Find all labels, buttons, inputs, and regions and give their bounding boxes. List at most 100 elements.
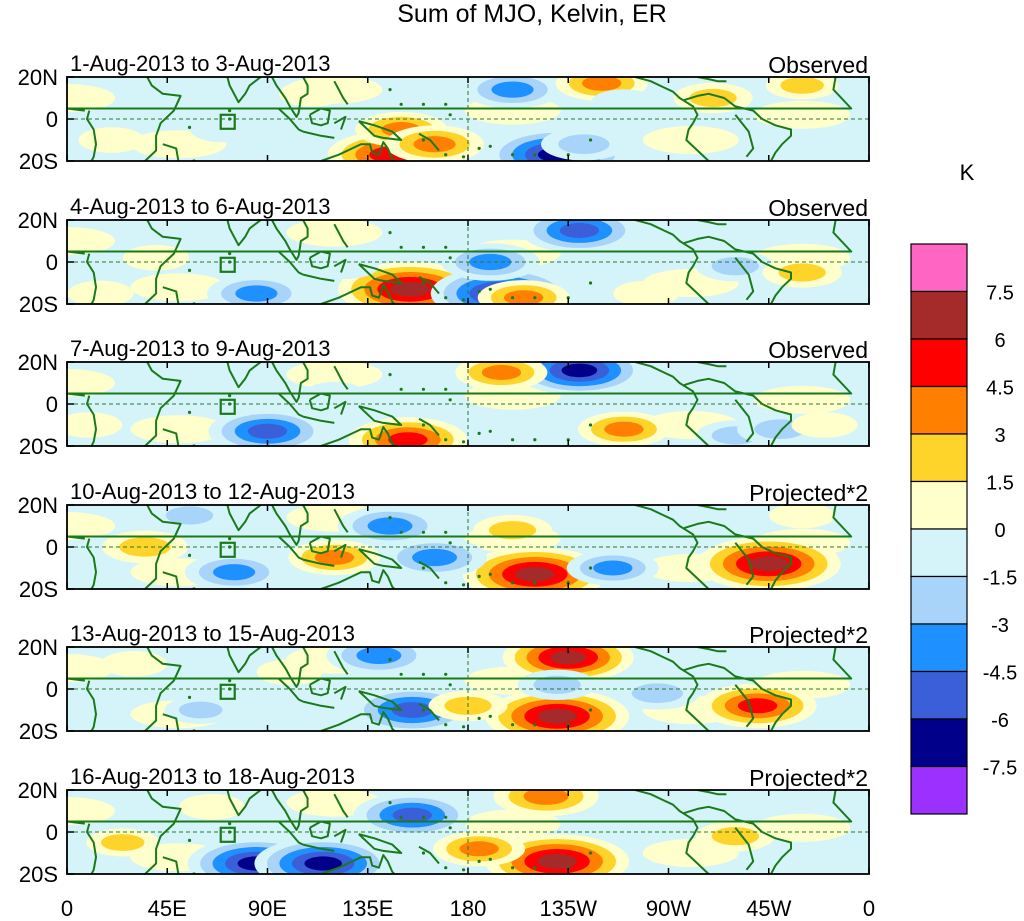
colorbar-swatch <box>910 765 968 815</box>
island <box>421 102 426 106</box>
coastline <box>271 77 309 118</box>
coastline <box>162 143 180 161</box>
coastline <box>697 362 727 368</box>
island <box>488 857 492 861</box>
island <box>444 296 448 300</box>
colorbar: K 7.5 6 4.5 3 1.5 0 -1.5 -3 -4.5 -6 -7.5 <box>910 160 1017 815</box>
island <box>388 658 392 662</box>
island <box>187 125 192 129</box>
panel-period: 10-Aug-2013 to 12-Aug-2013 <box>70 479 355 504</box>
coastline <box>697 790 727 796</box>
y-tick-label: 20S <box>19 719 58 744</box>
coastline <box>86 395 97 446</box>
anomaly-contour <box>304 856 342 871</box>
texture-blob <box>642 126 739 154</box>
coastline <box>418 417 440 437</box>
island <box>477 431 481 435</box>
coastline <box>418 845 440 865</box>
coastline <box>86 823 97 874</box>
island <box>421 281 426 285</box>
coastline <box>697 220 727 226</box>
texture-blob <box>754 385 851 414</box>
anomaly-contour <box>178 701 223 719</box>
panel-period: 4-Aug-2013 to 6-Aug-2013 <box>70 194 331 219</box>
panel-period: 1-Aug-2013 to 3-Aug-2013 <box>70 51 331 76</box>
coastline <box>734 827 755 871</box>
coastline <box>333 365 349 390</box>
island <box>421 387 426 391</box>
panel-label: Projected*2 <box>749 622 868 648</box>
texture-blob <box>754 100 851 129</box>
texture-blob <box>464 809 561 838</box>
coastline <box>308 535 331 555</box>
coastline <box>358 120 403 141</box>
colorbar-label: 1.5 <box>986 473 1014 495</box>
colorbar-label: -1.5 <box>983 568 1017 590</box>
coastline <box>86 253 97 304</box>
coastline <box>333 508 349 533</box>
colorbar-swatch <box>910 575 968 625</box>
anomaly-contour <box>123 244 190 271</box>
anomaly-contour <box>537 854 577 869</box>
anomaly-contour <box>590 89 657 115</box>
coastlines <box>67 647 853 731</box>
island <box>588 281 593 285</box>
coastline <box>734 542 755 586</box>
x-tick-label: 0 <box>61 896 73 921</box>
coastline <box>277 107 304 133</box>
y-tick-label: 0 <box>46 535 58 560</box>
coastline <box>358 833 403 854</box>
anomaly-contour <box>356 647 402 664</box>
island <box>510 296 515 300</box>
region-box <box>219 256 236 273</box>
anomaly-contour <box>791 790 858 814</box>
anomaly-contour <box>711 827 760 846</box>
island <box>399 102 403 106</box>
coastline <box>271 220 309 261</box>
panel-period: 13-Aug-2013 to 15-Aug-2013 <box>70 621 355 646</box>
anomaly-field <box>67 647 851 731</box>
anomaly-contour <box>367 517 413 535</box>
coastline <box>320 284 396 304</box>
x-tick-label: 90E <box>248 896 287 921</box>
island <box>444 102 448 106</box>
island <box>533 153 537 157</box>
anomaly-contour <box>235 285 278 302</box>
anomaly-contour <box>558 134 610 154</box>
coastline <box>144 505 182 589</box>
coastline <box>226 362 262 389</box>
coastline <box>226 77 262 104</box>
coastline <box>333 685 347 700</box>
x-tick-label: 90W <box>646 896 691 921</box>
island <box>388 516 392 520</box>
texture-blob <box>67 797 115 825</box>
anomaly-contour <box>392 807 433 823</box>
coastline <box>333 115 347 130</box>
colorbar-swatch <box>910 338 968 388</box>
colorbar-swatch <box>910 290 968 340</box>
coastline <box>320 426 396 446</box>
island <box>448 256 452 260</box>
anomaly-contour <box>778 263 826 282</box>
texture-blob <box>286 362 383 389</box>
anomaly-contour <box>78 127 145 153</box>
island <box>388 373 392 377</box>
coastline <box>308 250 331 270</box>
panel: 20N 0 20S 4-Aug-2013 to 6-Aug-2013 Observed <box>18 194 870 317</box>
colorbar-swatch <box>910 670 968 720</box>
coastline <box>734 399 755 443</box>
coastline <box>358 263 403 284</box>
y-tick-label: 20N <box>18 65 58 90</box>
coastline <box>333 828 347 843</box>
island <box>477 289 481 293</box>
island <box>421 138 426 142</box>
colorbar-swatch <box>910 718 968 768</box>
island <box>421 851 426 855</box>
colorbar-label: 3 <box>994 425 1005 447</box>
y-tick-label: 20N <box>18 635 58 660</box>
coastline <box>302 130 335 139</box>
coastline <box>418 132 440 152</box>
island <box>588 138 593 142</box>
island <box>228 109 232 113</box>
island <box>566 438 570 442</box>
